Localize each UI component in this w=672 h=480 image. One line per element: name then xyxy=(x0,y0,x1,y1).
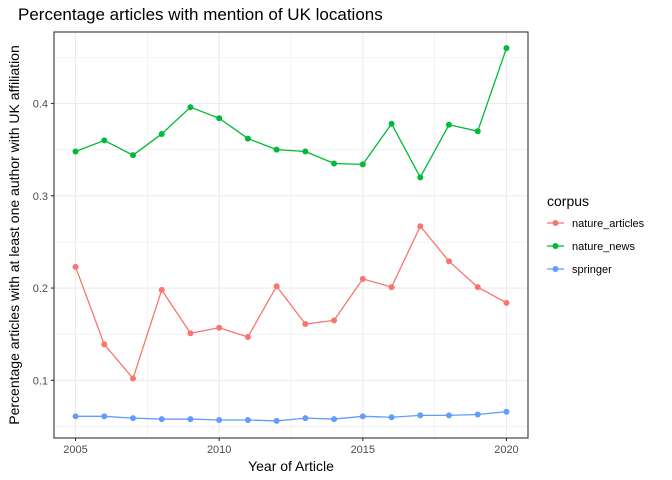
data-point-springer xyxy=(503,408,510,415)
data-point-nature-articles xyxy=(72,263,79,270)
data-point-nature-articles xyxy=(187,330,194,337)
y-axis-title: Percentage articles with at least one au… xyxy=(6,45,22,425)
data-point-springer xyxy=(130,415,136,422)
data-point-nature-news xyxy=(72,148,79,155)
data-point-springer xyxy=(474,411,481,418)
data-point-nature-articles xyxy=(101,341,108,348)
data-point-springer xyxy=(158,416,165,423)
data-point-nature-articles xyxy=(417,223,424,230)
plot-border xyxy=(53,31,529,439)
series-line-nature-articles xyxy=(74,225,507,380)
data-point-nature-articles xyxy=(158,286,165,293)
y-axis-ticks: 0.1 0.2 0.3 0.4 xyxy=(33,99,54,387)
data-point-springer xyxy=(302,415,309,422)
y-tick-label: 0.2 xyxy=(33,283,48,295)
data-point-nature-articles xyxy=(446,258,452,265)
legend-item-nature-news: nature_news xyxy=(547,241,635,253)
data-point-nature-articles xyxy=(474,284,481,291)
data-point-nature-articles xyxy=(359,275,366,282)
data-point-springer xyxy=(331,416,338,423)
y-tick-label: 0.4 xyxy=(33,99,48,111)
data-point-nature-news xyxy=(503,45,510,52)
data-point-nature-news xyxy=(474,128,481,135)
data-point-nature-news xyxy=(101,137,108,144)
major-gridlines xyxy=(54,32,528,438)
legend-label: springer xyxy=(572,264,612,276)
data-point-nature-news xyxy=(273,146,280,153)
data-point-nature-articles xyxy=(302,321,309,328)
x-axis-title: Year of Article xyxy=(248,458,334,474)
data-point-springer xyxy=(244,417,251,424)
x-tick-label: 2015 xyxy=(351,444,375,456)
data-point-nature-news xyxy=(359,161,366,168)
x-tick-label: 2020 xyxy=(494,444,518,456)
data-point-nature-news xyxy=(130,152,136,159)
minor-gridlines xyxy=(54,32,528,438)
data-point-springer xyxy=(359,413,366,420)
data-point-nature-news xyxy=(216,115,223,122)
series-layer xyxy=(72,45,510,424)
x-axis-ticks: 2005 2010 2015 2020 xyxy=(63,438,519,456)
data-point-springer xyxy=(72,413,79,420)
legend: corpus nature_articles nature_newsspringe… xyxy=(547,193,645,276)
data-point-nature-news xyxy=(187,104,194,111)
data-point-springer xyxy=(388,414,395,421)
data-point-nature-news xyxy=(331,160,338,167)
x-tick-label: 2005 xyxy=(63,444,87,456)
data-point-nature-articles xyxy=(388,284,395,291)
y-tick-label: 0.1 xyxy=(33,375,48,387)
y-tick-label: 0.3 xyxy=(33,191,48,203)
data-point-nature-news xyxy=(388,120,395,127)
data-point-springer xyxy=(273,417,280,424)
data-point-nature-news xyxy=(417,174,424,181)
legend-label: nature_articles xyxy=(572,218,645,230)
data-point-nature-news xyxy=(302,148,309,155)
legend-item-springer: springer xyxy=(547,264,612,276)
legend-title: corpus xyxy=(547,193,589,209)
data-point-nature-articles xyxy=(331,317,338,324)
legend-key-point xyxy=(552,220,559,226)
legend-key-point xyxy=(552,243,559,249)
data-point-nature-news xyxy=(244,135,251,142)
data-point-nature-news xyxy=(158,130,165,137)
legend-label: nature_news xyxy=(572,241,635,253)
chart-title: Percentage articles with mention of UK l… xyxy=(18,5,383,24)
data-point-nature-articles xyxy=(216,324,223,331)
data-point-nature-news xyxy=(446,121,452,128)
series-line-nature-news xyxy=(75,47,508,178)
legend-item-nature-articles: nature_articles xyxy=(547,218,645,230)
series-line-springer xyxy=(75,411,507,422)
data-point-springer xyxy=(216,417,223,424)
x-tick-label: 2010 xyxy=(207,444,231,456)
data-point-nature-articles xyxy=(130,375,136,382)
data-point-nature-articles xyxy=(244,333,251,340)
data-point-springer xyxy=(417,412,424,419)
data-point-nature-articles xyxy=(273,283,280,290)
data-point-springer xyxy=(446,412,452,419)
data-point-springer xyxy=(187,416,194,423)
data-point-springer xyxy=(101,413,108,420)
data-point-nature-articles xyxy=(503,299,510,306)
legend-key-point xyxy=(552,266,559,272)
